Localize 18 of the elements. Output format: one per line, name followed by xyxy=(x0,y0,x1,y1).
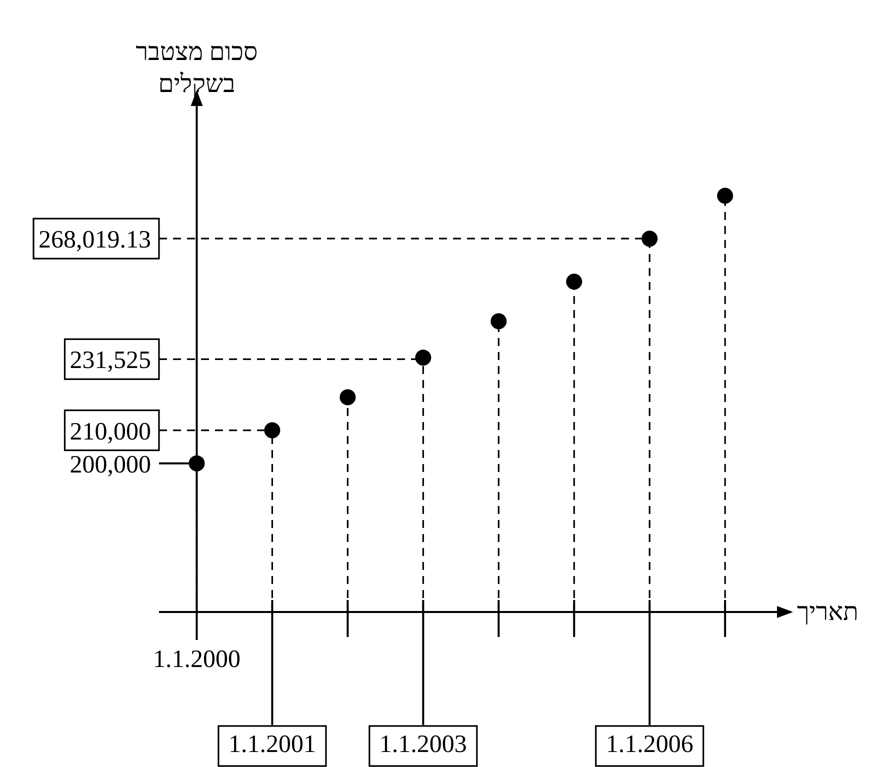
x-tick-label: 1.1.2001 xyxy=(228,731,316,758)
x-axis-title: תאריך xyxy=(797,599,858,626)
x-tick-label: 1.1.2006 xyxy=(606,731,694,758)
point xyxy=(415,350,432,366)
y-tick-label: 231,525 xyxy=(70,347,151,374)
point xyxy=(717,188,734,204)
point xyxy=(340,389,356,406)
point xyxy=(490,313,507,330)
point xyxy=(566,274,582,290)
x-tick-label: 1.1.2003 xyxy=(379,731,467,758)
y-axis-title: סכום מצטבר בשקלים xyxy=(136,39,258,98)
x-tick-label: 1.1.2000 xyxy=(152,646,240,673)
point xyxy=(264,422,280,438)
y-tick-label: 268,019.13 xyxy=(38,226,151,254)
point xyxy=(642,230,658,247)
y-tick-label: 210,000 xyxy=(70,418,151,446)
y-tick-label: 200,000 xyxy=(70,451,151,478)
point xyxy=(188,455,205,472)
